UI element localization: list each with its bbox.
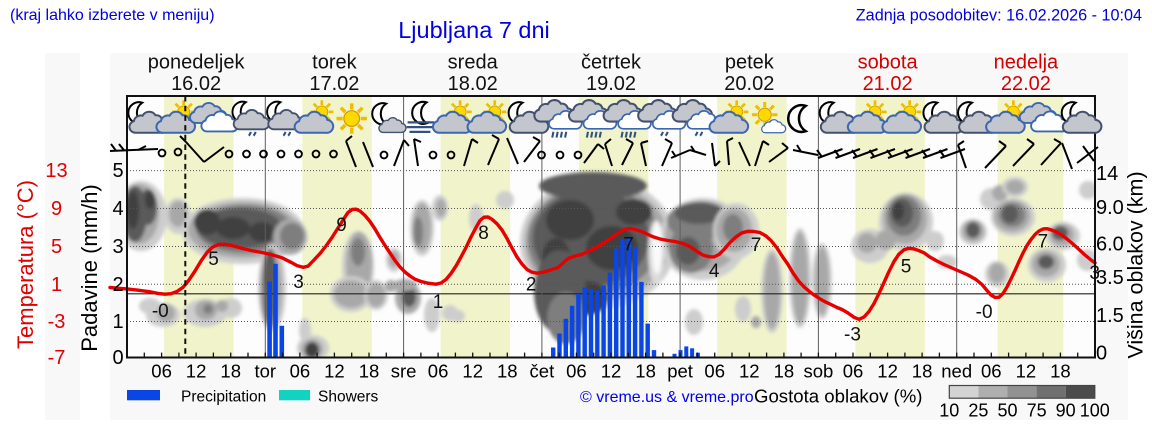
- svg-text:9: 9: [51, 198, 62, 220]
- svg-text:čet: čet: [530, 361, 555, 382]
- svg-text:12: 12: [324, 361, 345, 382]
- svg-text:1: 1: [112, 311, 123, 333]
- svg-text:9.0: 9.0: [1096, 197, 1124, 219]
- svg-text:18: 18: [912, 361, 933, 382]
- svg-text:06: 06: [843, 361, 864, 382]
- svg-text:-3: -3: [48, 311, 66, 333]
- svg-text:12: 12: [877, 361, 898, 382]
- svg-text:petek: petek: [725, 52, 775, 74]
- svg-text:ned: ned: [941, 361, 972, 382]
- svg-text:8: 8: [478, 223, 489, 244]
- svg-text:18: 18: [220, 361, 241, 382]
- svg-text:18: 18: [635, 361, 656, 382]
- svg-text:-0: -0: [152, 301, 169, 322]
- svg-text:06: 06: [981, 361, 1002, 382]
- svg-text:5: 5: [112, 160, 123, 182]
- svg-text:Showers: Showers: [318, 389, 379, 406]
- svg-text:06: 06: [290, 361, 311, 382]
- svg-text:12: 12: [186, 361, 207, 382]
- svg-text:16.02: 16.02: [171, 73, 221, 95]
- svg-text:06: 06: [428, 361, 449, 382]
- svg-text:13: 13: [45, 160, 67, 182]
- svg-text:1.5: 1.5: [1096, 305, 1124, 327]
- svg-text:0: 0: [1096, 343, 1107, 365]
- svg-text:21.02: 21.02: [863, 73, 913, 95]
- svg-text:17.02: 17.02: [309, 73, 359, 95]
- svg-text:18.02: 18.02: [448, 73, 498, 95]
- svg-text:18: 18: [359, 361, 380, 382]
- svg-text:75: 75: [1027, 401, 1047, 421]
- svg-text:sreda: sreda: [448, 52, 499, 74]
- svg-text:2: 2: [526, 275, 537, 296]
- svg-text:4: 4: [112, 198, 123, 220]
- svg-text:sre: sre: [391, 361, 417, 382]
- svg-text:Padavine (mm/h): Padavine (mm/h): [77, 184, 102, 352]
- svg-text:06: 06: [566, 361, 587, 382]
- svg-text:5: 5: [208, 249, 219, 270]
- svg-text:(kraj lahko izberete v meniju): (kraj lahko izberete v meniju): [10, 7, 215, 24]
- svg-text:25: 25: [968, 401, 988, 421]
- svg-text:20.02: 20.02: [724, 73, 774, 95]
- svg-text:1: 1: [51, 274, 62, 296]
- svg-text:0: 0: [112, 347, 123, 369]
- svg-text:12: 12: [739, 361, 760, 382]
- svg-text:10: 10: [939, 401, 959, 421]
- svg-text:-0: -0: [976, 302, 993, 323]
- svg-text:5: 5: [51, 236, 62, 258]
- svg-text:3: 3: [112, 236, 123, 258]
- svg-text:3: 3: [293, 272, 304, 293]
- svg-text:12: 12: [1016, 361, 1037, 382]
- svg-text:1: 1: [433, 292, 444, 313]
- svg-text:Temperatura (°C): Temperatura (°C): [13, 180, 38, 349]
- svg-text:sobota: sobota: [858, 52, 919, 74]
- svg-text:22.02: 22.02: [1001, 73, 1051, 95]
- svg-text:18: 18: [1050, 361, 1071, 382]
- svg-text:5: 5: [901, 257, 912, 278]
- svg-text:90: 90: [1056, 401, 1076, 421]
- svg-text:7: 7: [623, 235, 634, 256]
- svg-text:četrtek: četrtek: [581, 52, 642, 74]
- svg-text:Gostota oblakov (%): Gostota oblakov (%): [754, 386, 922, 407]
- svg-text:14: 14: [1096, 163, 1118, 185]
- svg-text:Zadnja posodobitev: 16.02.2026: Zadnja posodobitev: 16.02.2026 - 10:04: [856, 7, 1142, 25]
- svg-text:-3: -3: [844, 325, 861, 346]
- svg-text:9: 9: [336, 215, 347, 236]
- svg-text:06: 06: [704, 361, 725, 382]
- svg-text:torek: torek: [312, 52, 357, 74]
- svg-text:sob: sob: [803, 361, 833, 382]
- svg-text:3.5: 3.5: [1096, 267, 1124, 289]
- svg-text:2: 2: [112, 274, 123, 296]
- svg-text:6.0: 6.0: [1096, 233, 1124, 255]
- svg-text:12: 12: [601, 361, 622, 382]
- svg-text:-7: -7: [48, 347, 66, 369]
- svg-text:4: 4: [709, 261, 720, 282]
- svg-text:nedelja: nedelja: [994, 52, 1059, 74]
- svg-text:7: 7: [751, 235, 762, 256]
- svg-text:ponedeljek: ponedeljek: [148, 52, 246, 74]
- svg-text:Višina oblakov (km): Višina oblakov (km): [1124, 171, 1148, 358]
- svg-text:18: 18: [497, 361, 518, 382]
- svg-text:18: 18: [774, 361, 795, 382]
- svg-text:Precipitation: Precipitation: [181, 389, 266, 406]
- svg-text:Ljubljana 7 dni: Ljubljana 7 dni: [398, 17, 550, 43]
- svg-text:pet: pet: [667, 361, 693, 382]
- svg-text:100: 100: [1080, 401, 1110, 421]
- svg-text:7: 7: [1038, 232, 1049, 253]
- svg-text:12: 12: [462, 361, 483, 382]
- svg-text:50: 50: [997, 401, 1017, 421]
- svg-text:19.02: 19.02: [586, 73, 636, 95]
- svg-text:© vreme.us & vreme.pro: © vreme.us & vreme.pro: [580, 389, 754, 406]
- svg-text:tor: tor: [255, 361, 277, 382]
- svg-text:06: 06: [151, 361, 172, 382]
